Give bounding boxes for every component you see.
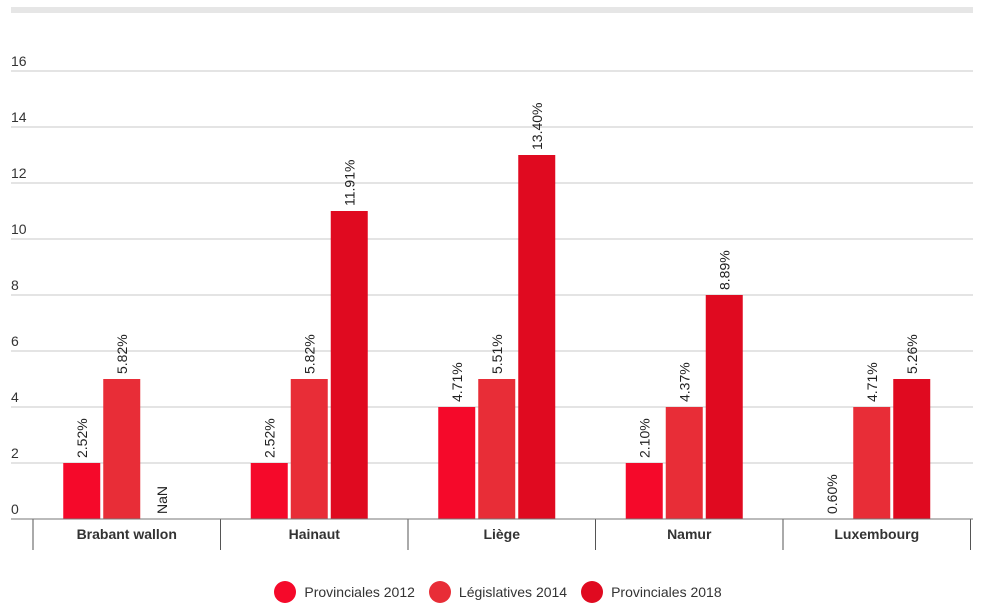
category-label: Liège xyxy=(483,526,520,542)
data-label: 2.52% xyxy=(261,418,277,458)
y-tick-label: 10 xyxy=(11,221,27,237)
data-label: NaN xyxy=(154,486,170,514)
legend: Provinciales 2012 Législatives 2014 Prov… xyxy=(0,581,996,603)
bar[interactable] xyxy=(853,407,891,519)
data-label: 13.40% xyxy=(529,103,545,150)
data-label: 2.10% xyxy=(636,418,652,458)
legend-item-legislatives-2014[interactable]: Législatives 2014 xyxy=(428,581,568,603)
bar[interactable] xyxy=(63,463,101,519)
data-label: 5.51% xyxy=(489,334,505,374)
y-tick-label: 12 xyxy=(11,165,27,181)
data-labels: 2.52% 5.82% NaN 2.52% 5.82% 11.91% 4.71% 5.51% 1… xyxy=(74,103,920,514)
legend-swatch xyxy=(428,581,451,603)
y-tick-label: 2 xyxy=(11,445,19,461)
y-tick-label: 8 xyxy=(11,277,19,293)
bar[interactable] xyxy=(438,407,476,519)
bar[interactable] xyxy=(250,463,288,519)
y-tick-label: 14 xyxy=(11,109,27,125)
bar[interactable] xyxy=(893,379,931,519)
bar[interactable] xyxy=(290,379,328,519)
category-label: Brabant wallon xyxy=(77,526,177,542)
data-label: 4.37% xyxy=(676,362,692,402)
bar[interactable] xyxy=(103,379,141,519)
y-tick-label: 6 xyxy=(11,333,19,349)
category-label: Luxembourg xyxy=(834,526,919,542)
data-label: 5.82% xyxy=(301,334,317,374)
x-axis: Brabant wallon Hainaut Liège Namur Luxembour… xyxy=(11,518,973,550)
bar-chart: 0 2 4 6 8 10 12 14 16 2.52% 5.82% NaN 2.52% 5.82% 11.… xyxy=(11,53,973,550)
data-label: 11.91% xyxy=(341,160,357,206)
bars xyxy=(63,155,931,519)
legend-label: Provinciales 2018 xyxy=(611,584,722,600)
legend-swatch xyxy=(581,581,604,603)
category-label: Hainaut xyxy=(289,526,341,542)
legend-label: Provinciales 2012 xyxy=(304,584,415,600)
bar[interactable] xyxy=(665,407,703,519)
bar[interactable] xyxy=(330,211,368,519)
y-axis-ticks: 0 2 4 6 8 10 12 14 16 xyxy=(11,53,27,517)
data-label: 2.52% xyxy=(74,418,90,458)
legend-item-provinciales-2012[interactable]: Provinciales 2012 xyxy=(274,581,415,603)
bar[interactable] xyxy=(705,295,743,519)
top-bar xyxy=(11,7,973,13)
data-label: 5.26% xyxy=(904,334,920,374)
data-label: 4.71% xyxy=(449,362,465,402)
data-label: 4.71% xyxy=(864,362,880,402)
y-tick-label: 0 xyxy=(11,501,19,517)
bar[interactable] xyxy=(518,155,556,519)
legend-label: Législatives 2014 xyxy=(458,584,568,600)
y-tick-label: 16 xyxy=(11,53,27,69)
bar[interactable] xyxy=(478,379,516,519)
legend-swatch xyxy=(274,581,297,603)
category-label: Namur xyxy=(667,526,712,542)
legend-item-provinciales-2018[interactable]: Provinciales 2018 xyxy=(581,581,722,603)
data-label: 0.60% xyxy=(824,474,840,514)
data-label: 8.89% xyxy=(716,250,732,290)
bar[interactable] xyxy=(625,463,663,519)
y-tick-label: 4 xyxy=(11,389,19,405)
data-label: 5.82% xyxy=(114,334,130,374)
